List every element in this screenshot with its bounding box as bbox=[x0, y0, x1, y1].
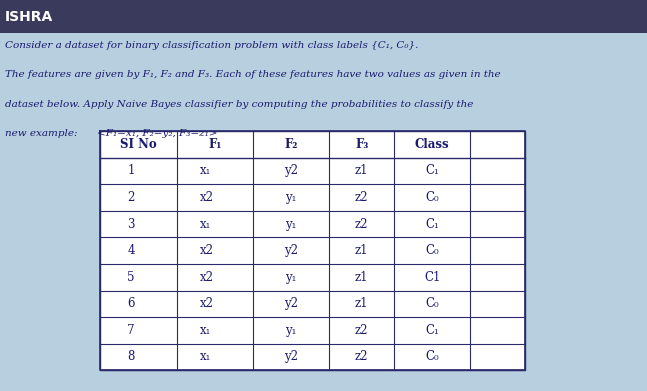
Text: 7: 7 bbox=[127, 324, 135, 337]
Text: x2: x2 bbox=[199, 244, 214, 257]
Text: C₁: C₁ bbox=[425, 164, 439, 178]
Text: F₁: F₁ bbox=[208, 138, 221, 151]
Text: z1: z1 bbox=[355, 244, 368, 257]
Text: C₁: C₁ bbox=[425, 217, 439, 231]
Text: y2: y2 bbox=[284, 244, 298, 257]
Text: 6: 6 bbox=[127, 297, 135, 310]
FancyBboxPatch shape bbox=[100, 131, 525, 370]
Text: 5: 5 bbox=[127, 271, 135, 284]
Text: z1: z1 bbox=[355, 271, 368, 284]
Text: y2: y2 bbox=[284, 350, 298, 364]
Text: x₁: x₁ bbox=[199, 324, 211, 337]
Text: x2: x2 bbox=[199, 271, 214, 284]
Text: F₂: F₂ bbox=[285, 138, 298, 151]
Text: z2: z2 bbox=[355, 217, 368, 231]
Text: y2: y2 bbox=[284, 297, 298, 310]
Text: 2: 2 bbox=[127, 191, 135, 204]
Text: y₁: y₁ bbox=[285, 324, 297, 337]
Text: C₀: C₀ bbox=[425, 297, 439, 310]
Text: dataset below. Apply Naive Bayes classifier by computing the probabilities to cl: dataset below. Apply Naive Bayes classif… bbox=[5, 100, 474, 109]
Text: C₀: C₀ bbox=[425, 191, 439, 204]
Text: x₁: x₁ bbox=[199, 164, 211, 178]
Text: y2: y2 bbox=[284, 164, 298, 178]
Text: z2: z2 bbox=[355, 350, 368, 364]
Text: y₁: y₁ bbox=[285, 271, 297, 284]
Text: x2: x2 bbox=[199, 297, 214, 310]
Text: C1: C1 bbox=[424, 271, 441, 284]
Text: Consider a dataset for binary classification problem with class labels {C₁, C₀}.: Consider a dataset for binary classifica… bbox=[5, 41, 419, 50]
Text: 4: 4 bbox=[127, 244, 135, 257]
Text: z2: z2 bbox=[355, 324, 368, 337]
Text: z2: z2 bbox=[355, 191, 368, 204]
Text: x₁: x₁ bbox=[199, 217, 211, 231]
Text: C₀: C₀ bbox=[425, 350, 439, 364]
Text: Class: Class bbox=[415, 138, 450, 151]
Text: 1: 1 bbox=[127, 164, 135, 178]
Text: x₁: x₁ bbox=[199, 350, 211, 364]
Text: C₀: C₀ bbox=[425, 244, 439, 257]
Text: 3: 3 bbox=[127, 217, 135, 231]
Text: The features are given by F₁, F₂ and F₃. Each of these features have two values : The features are given by F₁, F₂ and F₃.… bbox=[5, 70, 501, 79]
Text: 8: 8 bbox=[127, 350, 135, 364]
Text: new example:      <F₁=x₁, F₂=y₂, F₃=z₁>: new example: <F₁=x₁, F₂=y₂, F₃=z₁> bbox=[5, 129, 217, 138]
Text: C₁: C₁ bbox=[425, 324, 439, 337]
Text: z1: z1 bbox=[355, 297, 368, 310]
Text: x2: x2 bbox=[199, 191, 214, 204]
Text: y₁: y₁ bbox=[285, 191, 297, 204]
Text: SI No: SI No bbox=[120, 138, 157, 151]
Text: ISHRA: ISHRA bbox=[5, 10, 54, 23]
FancyBboxPatch shape bbox=[0, 0, 647, 33]
Text: y₁: y₁ bbox=[285, 217, 297, 231]
Text: F₃: F₃ bbox=[355, 138, 368, 151]
Text: z1: z1 bbox=[355, 164, 368, 178]
